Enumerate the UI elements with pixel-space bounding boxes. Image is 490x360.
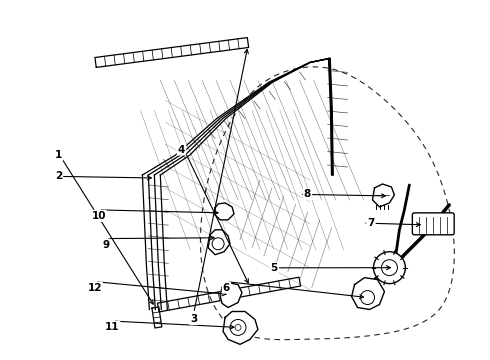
Text: 2: 2 xyxy=(55,171,62,181)
Text: 4: 4 xyxy=(178,144,185,154)
Circle shape xyxy=(230,319,246,336)
Text: 10: 10 xyxy=(91,211,106,221)
FancyBboxPatch shape xyxy=(413,213,454,235)
Circle shape xyxy=(361,291,374,305)
Text: 1: 1 xyxy=(55,150,62,160)
Text: 6: 6 xyxy=(223,283,230,293)
Polygon shape xyxy=(372,184,394,207)
Polygon shape xyxy=(208,230,230,255)
Polygon shape xyxy=(352,278,385,310)
Polygon shape xyxy=(215,203,234,220)
Text: 5: 5 xyxy=(270,263,278,273)
Polygon shape xyxy=(220,283,242,307)
Text: 7: 7 xyxy=(367,218,375,228)
Circle shape xyxy=(382,260,397,276)
Polygon shape xyxy=(223,311,258,345)
Text: 8: 8 xyxy=(304,189,311,199)
Text: 11: 11 xyxy=(105,322,120,332)
Circle shape xyxy=(212,238,224,250)
Circle shape xyxy=(373,252,405,284)
Text: 12: 12 xyxy=(87,283,102,293)
Text: 3: 3 xyxy=(190,314,197,324)
Text: 9: 9 xyxy=(102,239,109,249)
Circle shape xyxy=(235,324,241,330)
